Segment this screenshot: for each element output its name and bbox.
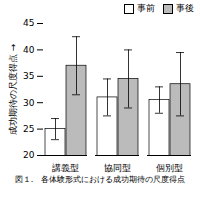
html-text:図１. 各体験形式における成功期待の尺度得点: 図１. 各体験形式における成功期待の尺度得点 (14, 175, 186, 184)
svg-text:成功期待の尺度得点 →: 成功期待の尺度得点 → (8, 43, 18, 135)
svg-text:30: 30 (23, 98, 35, 108)
svg-text:45: 45 (23, 18, 34, 28)
svg-text:40: 40 (23, 45, 35, 55)
html-text:事後: 事後 (176, 3, 194, 13)
svg-text:20: 20 (23, 150, 35, 160)
svg-text:協同型: 協同型 (104, 163, 131, 173)
svg-text:個別型: 個別型 (156, 163, 183, 173)
svg-text:25: 25 (23, 124, 34, 134)
svg-text:35: 35 (23, 71, 34, 81)
html-text:事前: 事前 (137, 3, 155, 13)
svg-text:講義型: 講義型 (52, 163, 79, 173)
